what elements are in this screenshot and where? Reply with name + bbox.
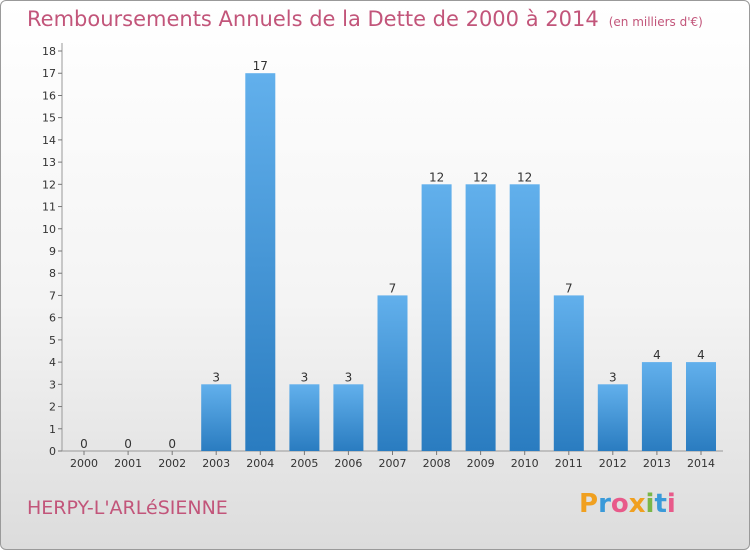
- bar-value-label: 0: [124, 437, 132, 451]
- chart-title-main: Remboursements Annuels de la Dette de 20…: [27, 7, 599, 31]
- bar-value-label: 12: [473, 170, 488, 184]
- bar-value-label: 7: [389, 281, 397, 295]
- chart-title: Remboursements Annuels de la Dette de 20…: [27, 7, 703, 31]
- y-tick-label: 7: [49, 289, 56, 302]
- y-tick-label: 15: [42, 112, 56, 125]
- bar-value-label: 3: [609, 370, 617, 384]
- y-tick-label: 6: [49, 312, 56, 325]
- bars: [201, 73, 716, 452]
- bar-value-label: 3: [212, 370, 220, 384]
- logo-letter: o: [610, 489, 629, 519]
- y-tick-label: 13: [42, 156, 56, 169]
- y-tick-label: 16: [42, 89, 56, 102]
- bar-value-label: 4: [697, 348, 705, 362]
- x-tick-label: 2014: [687, 457, 715, 470]
- y-tick-label: 17: [42, 67, 56, 80]
- x-tick-label: 2013: [643, 457, 671, 470]
- y-tick-label: 12: [42, 178, 56, 191]
- bar-value-label: 0: [80, 437, 88, 451]
- bar-value-label: 4: [653, 348, 661, 362]
- logo-letter: x: [628, 489, 646, 519]
- x-tick-label: 2011: [555, 457, 583, 470]
- bar-value-label: 12: [429, 170, 444, 184]
- y-tick-label: 0: [49, 445, 56, 458]
- bar: [597, 384, 628, 451]
- bar: [465, 184, 496, 452]
- logo-letter: P: [579, 489, 599, 519]
- bar: [641, 362, 672, 451]
- bar: [377, 295, 408, 451]
- x-tick-label: 2000: [70, 457, 98, 470]
- bar-value-label: 7: [565, 281, 573, 295]
- logo-letter: i: [666, 489, 676, 519]
- bar: [245, 73, 276, 451]
- bar-value-label: 17: [253, 59, 268, 73]
- chart-title-unit: (en milliers d'€): [608, 15, 703, 29]
- y-tick-label: 8: [49, 267, 56, 280]
- x-tick-label: 2009: [467, 457, 495, 470]
- x-tick-label: 2002: [158, 457, 186, 470]
- x-tick-label: 2006: [334, 457, 362, 470]
- logo-letter: i: [645, 489, 655, 519]
- y-tick-label: 14: [42, 134, 56, 147]
- bar: [509, 184, 540, 452]
- y-tick-label: 1: [49, 423, 56, 436]
- bar-value-label: 3: [345, 370, 353, 384]
- x-tick-label: 2008: [423, 457, 451, 470]
- x-tick-label: 2005: [290, 457, 318, 470]
- bar: [686, 362, 716, 451]
- city-name: HERPY-L'ARLéSIENNE: [27, 497, 228, 519]
- y-tick-label: 11: [42, 201, 56, 214]
- bar: [553, 295, 584, 451]
- x-tick-label: 2004: [246, 457, 274, 470]
- bar: [421, 184, 452, 452]
- y-tick-label: 3: [49, 378, 56, 391]
- proxiti-logo: Proxiti: [579, 489, 676, 519]
- x-tick-label: 2001: [114, 457, 142, 470]
- bar-value-label: 12: [517, 170, 532, 184]
- y-tick-label: 2: [49, 401, 56, 414]
- labels: 0 2000 0 2001 0 2002 3 2003 17 2004 3 2005 3 2006 7 200…: [70, 59, 715, 470]
- logo-letter: t: [654, 489, 667, 519]
- x-tick-label: 2010: [511, 457, 539, 470]
- y-tick-label: 10: [42, 223, 56, 236]
- bar: [333, 384, 364, 451]
- y-tick-label: 5: [49, 334, 56, 347]
- bar-value-label: 0: [168, 437, 176, 451]
- y-tick-label: 9: [49, 245, 56, 258]
- bar: [201, 384, 232, 451]
- bar: [289, 384, 320, 451]
- y-tick-label: 18: [42, 45, 56, 58]
- bar-value-label: 3: [301, 370, 309, 384]
- logo-letter: r: [598, 489, 611, 519]
- y-tick-label: 4: [49, 356, 56, 369]
- x-tick-label: 2003: [202, 457, 230, 470]
- x-tick-label: 2012: [599, 457, 627, 470]
- x-tick-label: 2007: [379, 457, 407, 470]
